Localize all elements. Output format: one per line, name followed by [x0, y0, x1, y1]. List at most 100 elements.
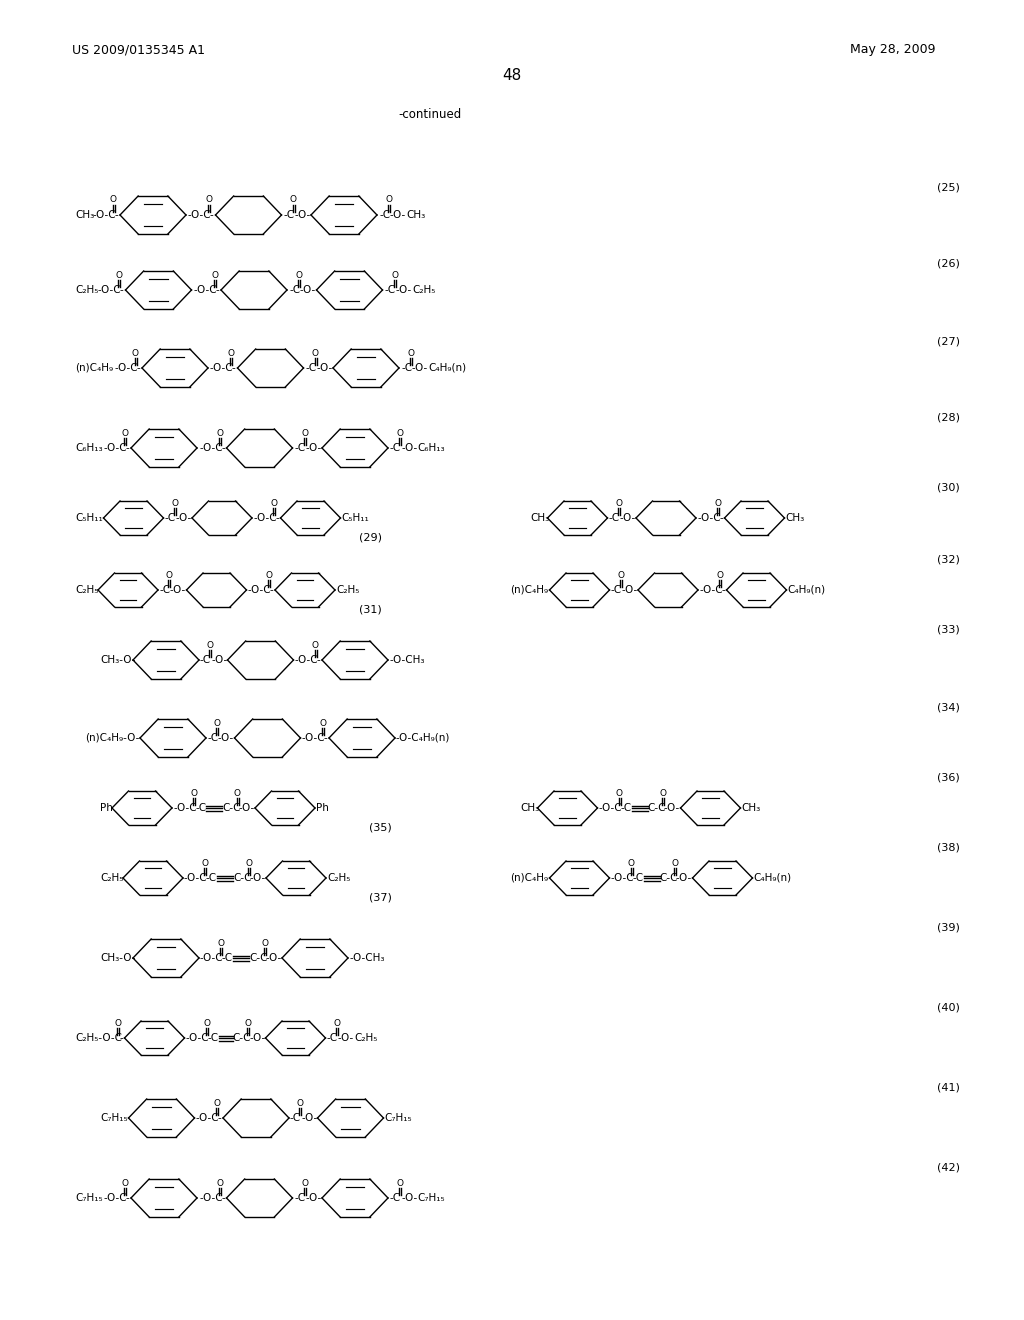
Text: -C: -C [284, 210, 295, 220]
Text: O: O [333, 1019, 340, 1027]
Text: -O-: -O- [676, 873, 692, 883]
Text: -C: -C [401, 363, 412, 374]
Text: -O-: -O- [295, 210, 310, 220]
Text: -: - [269, 585, 273, 595]
Text: O: O [217, 939, 224, 948]
Text: -O-: -O- [390, 210, 407, 220]
Text: C₇H₁₅: C₇H₁₅ [418, 1193, 445, 1203]
Text: C₅H₁₁: C₅H₁₁ [341, 513, 370, 523]
Text: O: O [190, 788, 198, 797]
Text: -O-: -O- [211, 655, 227, 665]
Text: (39): (39) [937, 923, 961, 933]
Text: -C: -C [384, 285, 395, 294]
Text: O: O [301, 429, 308, 437]
Text: -O-C: -O-C [184, 873, 208, 883]
Text: -C: -C [390, 444, 401, 453]
Text: O: O [297, 1098, 303, 1107]
Text: -: - [126, 444, 129, 453]
Text: -O-C: -O-C [210, 363, 233, 374]
Text: O: O [391, 271, 398, 280]
Text: O: O [211, 271, 218, 280]
Text: CH₃: CH₃ [407, 210, 426, 220]
Text: -O-C: -O-C [295, 655, 318, 665]
Text: -C: -C [165, 513, 176, 523]
Text: O: O [715, 499, 722, 507]
Text: -: - [324, 733, 328, 743]
Text: -O-: -O- [401, 444, 417, 453]
Text: -C: -C [195, 803, 206, 813]
Text: (35): (35) [369, 822, 391, 833]
Text: -C: -C [206, 873, 217, 883]
Text: -O-: -O- [338, 1034, 353, 1043]
Text: C₄H₉(n): C₄H₉(n) [428, 363, 467, 374]
Text: -O-CH₃: -O-CH₃ [389, 655, 425, 665]
Text: -: - [136, 363, 140, 374]
Text: -O-C: -O-C [103, 444, 127, 453]
Text: -O-: -O- [305, 1193, 322, 1203]
Text: O: O [203, 1019, 210, 1027]
Text: -C: -C [200, 655, 211, 665]
Text: -C: -C [295, 444, 305, 453]
Text: -O-: -O- [316, 363, 333, 374]
Text: C₄H₉(n): C₄H₉(n) [787, 585, 825, 595]
Text: -O-: -O- [401, 1193, 417, 1203]
Text: -C: -C [608, 513, 620, 523]
Text: -O-C: -O-C [248, 585, 271, 595]
Text: CH₃: CH₃ [75, 210, 94, 220]
Text: -O-: -O- [412, 363, 428, 374]
Text: -: - [115, 210, 118, 220]
Text: O: O [261, 939, 268, 948]
Text: -C: -C [633, 873, 644, 883]
Text: (n)C₄H₉: (n)C₄H₉ [510, 585, 548, 595]
Text: CH₃: CH₃ [520, 803, 540, 813]
Text: -C: -C [327, 1034, 338, 1043]
Text: O: O [216, 429, 223, 437]
Text: -O-C: -O-C [194, 285, 217, 294]
Text: O: O [615, 499, 622, 507]
Text: C₄H₉(n): C₄H₉(n) [754, 873, 792, 883]
Text: (42): (42) [937, 1163, 961, 1173]
Text: -: - [275, 513, 279, 523]
Text: (25): (25) [937, 183, 961, 193]
Text: -C: -C [305, 363, 316, 374]
Text: -: - [719, 513, 723, 523]
Text: C₂H₅: C₂H₅ [336, 585, 359, 595]
Text: -: - [210, 210, 214, 220]
Text: (n)C₄H₉-O-: (n)C₄H₉-O- [85, 733, 139, 743]
Text: -O-C: -O-C [697, 513, 721, 523]
Text: O: O [672, 858, 679, 867]
Text: -: - [215, 285, 219, 294]
Text: O: O [296, 271, 302, 280]
Text: C-C: C-C [647, 803, 666, 813]
Text: O: O [319, 718, 326, 727]
Text: (31): (31) [358, 605, 381, 615]
Text: -C: -C [295, 1193, 305, 1203]
Text: -O-C: -O-C [200, 953, 223, 964]
Text: (27): (27) [937, 337, 961, 346]
Text: O: O [301, 1179, 308, 1188]
Text: -O-: -O- [175, 513, 191, 523]
Text: (n)C₄H₉: (n)C₄H₉ [510, 873, 548, 883]
Text: -O-C: -O-C [98, 285, 122, 294]
Text: C₂H₅: C₂H₅ [100, 873, 123, 883]
Text: O: O [207, 640, 213, 649]
Text: C-C: C-C [233, 873, 252, 883]
Text: -C: -C [208, 1034, 219, 1043]
Text: -O-: -O- [250, 873, 266, 883]
Text: -O-C: -O-C [699, 585, 723, 595]
Text: C₆H₁₃: C₆H₁₃ [418, 444, 445, 453]
Text: O: O [121, 429, 128, 437]
Text: -O-C: -O-C [598, 803, 623, 813]
Text: O: O [166, 570, 172, 579]
Text: C₇H₁₅: C₇H₁₅ [384, 1113, 412, 1123]
Text: -C: -C [379, 210, 390, 220]
Text: -O-: -O- [301, 1113, 317, 1123]
Text: -O-C: -O-C [253, 513, 276, 523]
Text: O: O [213, 718, 220, 727]
Text: -O-C: -O-C [188, 210, 212, 220]
Text: -O-C: -O-C [199, 444, 222, 453]
Text: -: - [316, 655, 321, 665]
Text: -: - [232, 363, 236, 374]
Text: (40): (40) [937, 1003, 961, 1012]
Text: (28): (28) [937, 413, 961, 422]
